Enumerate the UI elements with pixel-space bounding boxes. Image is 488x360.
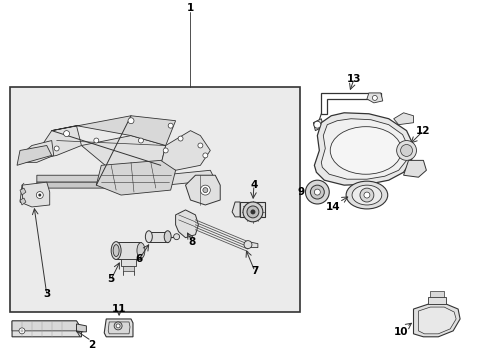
Circle shape [163,148,168,153]
Ellipse shape [351,185,381,205]
Text: 4: 4 [250,180,257,190]
Text: 7: 7 [251,266,258,276]
Text: 9: 9 [297,187,305,197]
Polygon shape [20,198,26,205]
Circle shape [400,144,412,156]
Circle shape [243,202,263,222]
Polygon shape [185,175,220,205]
Polygon shape [313,119,323,131]
Polygon shape [20,188,26,195]
Circle shape [178,136,183,141]
Text: 13: 13 [346,74,361,84]
Polygon shape [32,126,81,160]
Circle shape [198,143,203,148]
Ellipse shape [346,181,387,209]
Polygon shape [104,319,133,337]
Ellipse shape [164,231,171,243]
Circle shape [63,131,69,136]
Text: 3: 3 [43,289,50,299]
Polygon shape [37,182,163,188]
Circle shape [359,188,373,202]
Circle shape [371,95,377,100]
Circle shape [116,324,120,328]
Polygon shape [161,131,210,170]
Circle shape [128,118,134,124]
Bar [10,87,299,312]
Circle shape [168,123,173,128]
Circle shape [363,192,369,198]
Circle shape [203,153,207,158]
Circle shape [250,210,255,215]
Polygon shape [108,322,130,334]
Circle shape [244,240,251,249]
Ellipse shape [113,244,119,257]
Polygon shape [413,304,459,337]
Circle shape [313,121,320,128]
Text: 1: 1 [186,3,194,13]
Text: 8: 8 [188,237,196,247]
Polygon shape [37,175,163,182]
Circle shape [38,194,41,197]
Ellipse shape [111,242,121,260]
Polygon shape [403,160,426,177]
Polygon shape [429,291,443,297]
Circle shape [36,192,43,198]
Polygon shape [393,113,413,125]
Text: 11: 11 [112,304,126,314]
Circle shape [310,185,324,199]
Polygon shape [96,160,175,195]
Circle shape [203,188,207,193]
Polygon shape [161,170,215,185]
Circle shape [20,329,23,332]
Circle shape [54,146,59,151]
Polygon shape [366,93,382,103]
Polygon shape [17,145,52,165]
Text: 6: 6 [135,255,142,265]
Text: 10: 10 [392,327,407,337]
Polygon shape [12,321,81,331]
Polygon shape [123,266,134,271]
Polygon shape [76,324,86,332]
Polygon shape [175,210,198,238]
Circle shape [396,140,416,160]
Polygon shape [81,136,165,170]
Ellipse shape [145,231,152,243]
Polygon shape [121,260,136,266]
Polygon shape [20,182,50,207]
Polygon shape [418,307,455,334]
Polygon shape [20,140,54,162]
Circle shape [246,206,258,218]
Text: 12: 12 [415,126,430,136]
Polygon shape [12,321,81,337]
Text: 14: 14 [325,202,340,212]
Circle shape [19,328,25,334]
Circle shape [114,322,122,330]
Circle shape [94,138,99,143]
Text: 2: 2 [87,340,95,350]
Circle shape [314,189,320,195]
Polygon shape [427,297,446,304]
Text: 5: 5 [107,274,115,284]
Polygon shape [321,119,407,179]
Ellipse shape [329,127,401,174]
Circle shape [200,185,210,195]
Polygon shape [247,242,257,248]
Polygon shape [240,202,264,217]
Polygon shape [314,113,413,185]
Circle shape [173,234,179,240]
Polygon shape [232,202,240,217]
Circle shape [305,180,328,204]
Ellipse shape [137,243,144,258]
Polygon shape [116,242,141,260]
Polygon shape [52,116,175,145]
Polygon shape [148,232,167,242]
Circle shape [138,138,143,143]
